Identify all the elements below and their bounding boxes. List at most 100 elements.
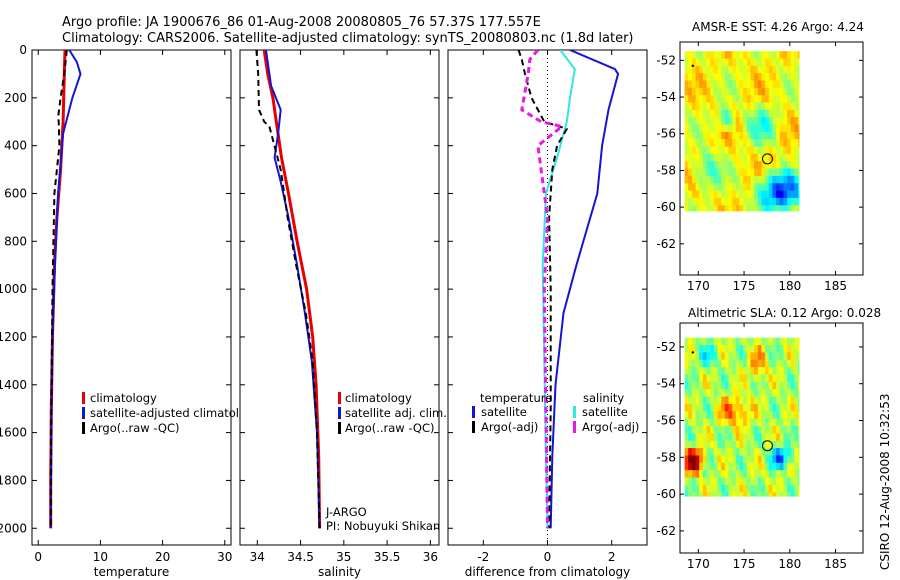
map-cell (695, 124, 700, 133)
map-cell (798, 65, 800, 74)
map-cell (739, 161, 744, 170)
map-cell (688, 80, 693, 89)
map-cell (691, 433, 697, 442)
map-cell (713, 139, 719, 148)
map-cell (768, 396, 774, 405)
map-cell (750, 87, 755, 96)
map-y-tick-label: -62 (656, 237, 676, 251)
map-cell (776, 139, 781, 148)
map-cell (695, 190, 700, 199)
map-cell (794, 381, 799, 390)
map-cell (713, 175, 719, 184)
map-cell (794, 168, 799, 177)
map-cell (743, 168, 748, 177)
map-cell (757, 418, 763, 427)
map-cell (706, 124, 711, 133)
map-cell (684, 367, 689, 376)
map-cell (754, 484, 759, 493)
map-cell (739, 374, 744, 383)
map-cell (735, 131, 741, 140)
map-cell (779, 153, 784, 162)
map-cell (765, 197, 770, 206)
map-cell (798, 426, 800, 434)
map-cell (772, 65, 777, 74)
map-cell (794, 153, 799, 162)
map-cell (691, 470, 697, 479)
map-cell (761, 197, 766, 206)
map-cell (787, 359, 792, 368)
map-cell (724, 175, 730, 184)
map-cell (728, 477, 733, 486)
credit-line1: J-ARGO (325, 505, 367, 519)
map-cell (757, 359, 763, 368)
map-cell (688, 190, 693, 199)
map-cell (699, 359, 704, 368)
map-cell (787, 146, 792, 155)
map-cell (754, 73, 759, 82)
map-cell (772, 411, 777, 420)
legend-label: Argo(..raw -QC) (90, 421, 180, 435)
map-cell (790, 433, 795, 442)
map-cell (724, 484, 730, 493)
map-cell (721, 389, 726, 398)
map-cell (772, 455, 777, 464)
map-cell (706, 139, 711, 148)
map-cell (732, 109, 737, 118)
map-cell (724, 58, 730, 67)
map-cell (779, 117, 784, 126)
map-cell (757, 455, 763, 464)
map-cell (772, 484, 777, 493)
map-cell (776, 455, 781, 464)
map-cell (743, 153, 748, 162)
map-cell (783, 411, 788, 420)
map-cell (735, 470, 741, 479)
map-cell (787, 168, 792, 177)
map-cell (732, 477, 737, 486)
map-cell (732, 418, 737, 427)
map-cell (699, 433, 704, 442)
x-tick-label: 34.5 (287, 550, 314, 564)
map-cell (743, 345, 748, 354)
map-cell (695, 168, 700, 177)
map-cell (732, 462, 737, 471)
map-cell (688, 367, 693, 376)
map-cell (739, 146, 744, 155)
map-cell (724, 367, 730, 376)
map-cell (790, 87, 795, 96)
map-cell (684, 131, 689, 140)
map-cell (713, 381, 719, 390)
x-tick-label: 2 (608, 550, 616, 564)
map-cell (717, 131, 722, 140)
map-cell (684, 146, 689, 155)
map-cell (787, 124, 792, 133)
map-cell (724, 197, 730, 206)
map-cell (746, 345, 752, 354)
map-cell (732, 367, 737, 376)
map-cell (728, 153, 733, 162)
map-cell (772, 448, 777, 457)
map-cell (779, 381, 784, 390)
map-cell (732, 87, 737, 96)
map-cell (739, 462, 744, 471)
map-cell (798, 168, 800, 177)
map-cell (695, 374, 700, 383)
map-cell (787, 87, 792, 96)
map-cell (772, 337, 777, 346)
map-cell (790, 411, 795, 420)
map-cell (724, 352, 730, 361)
map-cell (787, 58, 792, 67)
legend-swatch-sal-argo (573, 421, 576, 433)
map-cell (790, 389, 795, 398)
series-line (517, 50, 568, 529)
map-cell (794, 492, 799, 497)
map-cell (699, 345, 704, 354)
map-cell (761, 426, 766, 434)
map-cell (699, 492, 704, 497)
map-cell (750, 359, 755, 368)
map-cell (765, 87, 770, 96)
map-cell (702, 337, 708, 346)
map-cell (754, 102, 759, 111)
map-cell (757, 58, 763, 67)
map-cell (757, 433, 763, 442)
map-cell (798, 87, 800, 96)
